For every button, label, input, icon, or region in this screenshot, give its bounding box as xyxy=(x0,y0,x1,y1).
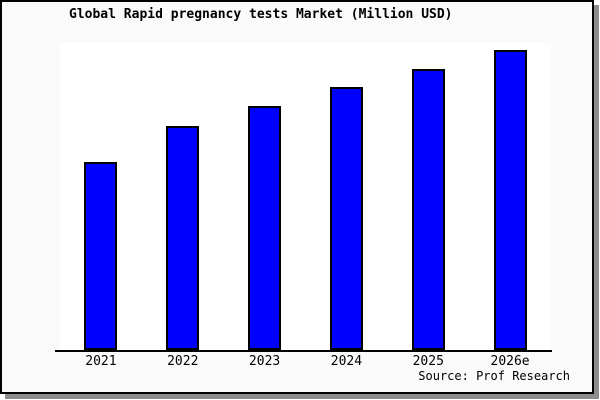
x-tick-label: 2022 xyxy=(167,354,199,369)
bar-2026e xyxy=(493,50,527,350)
x-tick-label: 2021 xyxy=(85,354,117,369)
chart-figure: Global Rapid pregnancy tests Market (Mil… xyxy=(0,0,594,394)
x-tick-label: 2025 xyxy=(412,354,444,369)
bar-2025 xyxy=(411,69,445,350)
x-tick-labels: 2021 2022 2023 2024 2025 2026e xyxy=(60,354,551,370)
bar-2021 xyxy=(84,162,118,350)
bar-2023 xyxy=(248,106,282,350)
x-tick-label: 2023 xyxy=(248,354,281,369)
x-tick-label: 2024 xyxy=(330,354,363,369)
chart-title: Global Rapid pregnancy tests Market (Mil… xyxy=(69,7,453,22)
bar-2022 xyxy=(166,126,200,350)
bar-2024 xyxy=(329,87,363,350)
x-tick-label: 2026e xyxy=(490,354,530,369)
x-axis-line xyxy=(55,350,552,352)
source-note: Source: Prof Research xyxy=(418,369,570,383)
plot-area xyxy=(60,43,551,350)
